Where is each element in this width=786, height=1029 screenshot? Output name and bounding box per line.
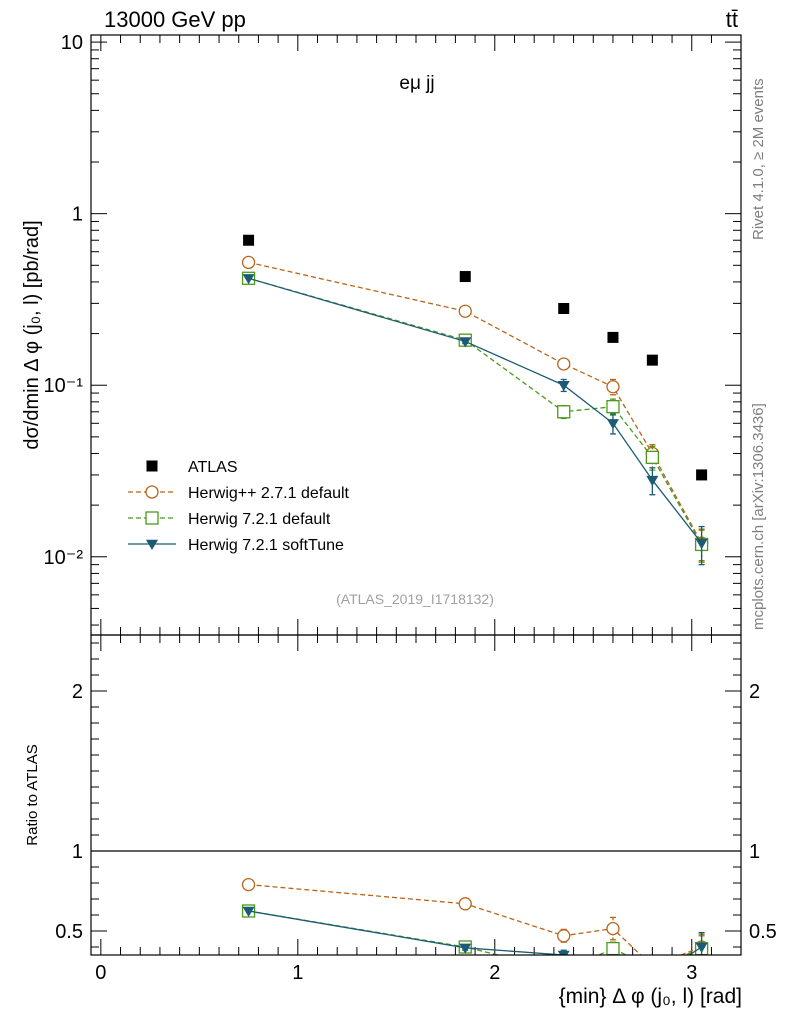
- data-point-circle: [646, 960, 658, 972]
- data-point-triangle: [695, 538, 708, 550]
- data-point-square: [243, 234, 255, 246]
- data-point-triangle: [557, 381, 570, 392]
- ratio-y-tick-label-right: 0.5: [749, 921, 777, 943]
- data-point-triangle: [606, 419, 619, 430]
- legend: ATLAS Herwig++ 2.7.1 default Herwig 7.2.1 …: [128, 459, 350, 554]
- data-point-circle: [241, 255, 256, 270]
- header-energy-label: 13000 GeV pp: [104, 7, 246, 32]
- x-tick-label: 1: [292, 962, 303, 984]
- legend-label: Herwig++ 2.7.1 default: [188, 485, 350, 502]
- data-point-circle: [458, 304, 472, 318]
- data-point-triangle: [557, 950, 570, 955]
- ratio-y-axis-title: Ratio to ATLAS: [24, 744, 41, 845]
- data-point-triangle: [242, 274, 255, 285]
- data-point-circle: [557, 929, 571, 943]
- x-tick-label: 0: [95, 962, 106, 984]
- legend-label: ATLAS: [188, 459, 238, 476]
- ratio-y-tick-label: 2: [72, 681, 83, 703]
- series-line-3: [248, 277, 703, 544]
- legend-label: Herwig 7.2.1 default: [188, 511, 331, 528]
- data-point-triangle: [695, 942, 708, 953]
- data-point-square: [607, 331, 619, 343]
- data-point-triangle: [646, 975, 658, 985]
- main-y-axis-title: dσ/dmin Δ φ (j₀, l) [pb/rad]: [21, 220, 43, 449]
- data-point-square: [646, 354, 658, 366]
- main-y-tick-label: 1: [72, 204, 83, 226]
- data-point-square-open: [557, 405, 571, 419]
- data-point-circle: [606, 380, 620, 394]
- data-point-circle: [458, 897, 472, 911]
- data-point-circle: [557, 357, 571, 371]
- ratio-y-tick-label-right: 2: [749, 681, 760, 703]
- data-point-square-open: [145, 511, 159, 525]
- series-line-0: [248, 883, 702, 955]
- data-point-triangle: [146, 539, 158, 550]
- ratio-y-tick-label: 1: [72, 841, 83, 863]
- data-point-triangle: [459, 943, 472, 954]
- header-process-label: tt̄: [726, 7, 738, 32]
- data-point-square-open: [558, 965, 570, 977]
- ratio-y-tick-label-right: 1: [749, 841, 760, 863]
- data-point-circle: [241, 877, 256, 892]
- data-point-circle: [606, 921, 620, 936]
- data-point-square-open: [646, 962, 658, 974]
- legend-label: Herwig 7.2.1 softTune: [188, 537, 344, 554]
- data-point-square: [558, 303, 570, 315]
- data-point-square-open: [645, 450, 660, 464]
- data-point-triangle: [646, 475, 659, 487]
- data-point-square-open: [606, 941, 620, 955]
- analysis-watermark: (ATLAS_2019_I1718132): [336, 591, 494, 607]
- x-axis-title: {min} Δ φ (j₀, l) [rad]: [559, 985, 742, 1008]
- data-point-triangle: [607, 957, 619, 967]
- ratio-y-tick-label: 0.5: [55, 921, 83, 943]
- series-line-1: [248, 910, 702, 955]
- ratio-axes: 0 1 2 3 2 2 1 1 0.5 0.5: [55, 642, 777, 984]
- x-tick-label: 3: [686, 962, 697, 984]
- main-axes: 10 1 10⁻¹ 10⁻²: [44, 32, 741, 651]
- main-y-tick-label: 10⁻²: [44, 547, 84, 569]
- data-point-triangle: [242, 906, 255, 917]
- data-point-square: [459, 271, 471, 283]
- series-line-2: [248, 277, 703, 545]
- main-y-tick-label: 10⁻¹: [44, 375, 84, 397]
- data-point-square-open: [606, 400, 620, 414]
- series-line-1: [248, 261, 703, 544]
- mcplots-label: mcplots.cern.ch [arXiv:1306.3436]: [750, 403, 767, 630]
- rivet-version-label: Rivet 4.1.0, ≥ 2M events: [750, 78, 767, 240]
- main-series-layer: [241, 234, 709, 566]
- data-point-circle: [145, 485, 159, 499]
- ratio-series-layer: [241, 877, 709, 985]
- ratio-plot-frame: [90, 634, 742, 956]
- data-point-square: [696, 469, 708, 481]
- plot-channel-title: eμ jj: [399, 73, 434, 94]
- data-point-square: [146, 460, 158, 472]
- main-y-tick-label: 10: [61, 32, 83, 54]
- series-line-2: [248, 910, 702, 955]
- data-point-triangle: [459, 337, 472, 348]
- x-tick-label: 2: [489, 962, 500, 984]
